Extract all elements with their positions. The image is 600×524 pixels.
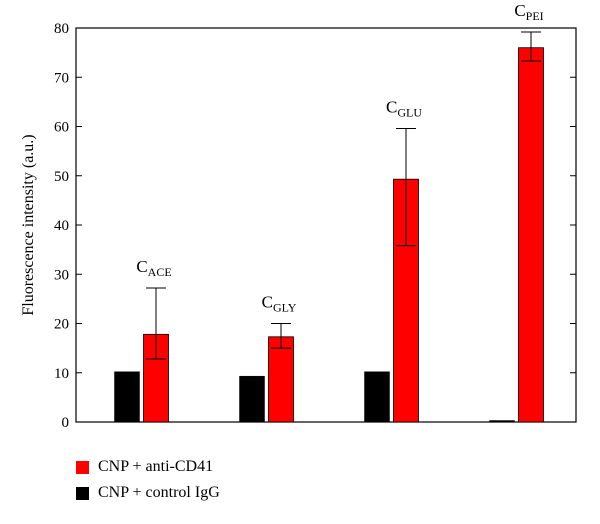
group-label-sub: GLY (273, 301, 297, 315)
bar-control-igg (239, 375, 265, 423)
y-tick-label: 60 (54, 120, 69, 136)
legend-item: CNP + anti-CD41 (76, 454, 220, 480)
y-tick-label: 40 (54, 218, 69, 234)
group-label-main: C (386, 97, 397, 116)
y-tick-label: 20 (54, 317, 69, 333)
legend-label: CNP + control IgG (98, 484, 220, 501)
y-tick-label: 10 (54, 366, 69, 382)
legend-swatch (76, 460, 89, 474)
bar-control-igg (114, 371, 140, 423)
group-label: CGLY (262, 293, 297, 315)
group-label-sub: GLU (397, 105, 422, 119)
legend: CNP + anti-CD41 CNP + control IgG (76, 454, 220, 506)
group-label: CPEI (514, 1, 543, 23)
y-tick-label: 80 (54, 21, 69, 37)
y-axis-label: Fluorescence intensity (a.u.) (20, 134, 37, 315)
group-label: CGLU (386, 97, 422, 119)
group-label: CACE (136, 257, 171, 279)
y-tick-label: 50 (54, 169, 69, 185)
y-tick-label: 70 (54, 70, 69, 86)
group-label-main: C (514, 1, 525, 20)
legend-swatch (76, 486, 89, 500)
bar-anti-cd41 (268, 336, 294, 423)
legend-item: CNP + control IgG (76, 480, 220, 506)
group-label-sub: PEI (526, 9, 544, 23)
group-label-main: C (136, 257, 147, 276)
bar-anti-cd41 (518, 47, 544, 423)
group-label-main: C (262, 293, 273, 312)
bar-control-igg (489, 420, 515, 423)
group-label-sub: ACE (148, 265, 172, 279)
bar-control-igg (364, 371, 390, 423)
y-tick-label: 30 (54, 267, 69, 283)
legend-label: CNP + anti-CD41 (98, 458, 214, 475)
y-tick-label: 0 (62, 415, 70, 431)
